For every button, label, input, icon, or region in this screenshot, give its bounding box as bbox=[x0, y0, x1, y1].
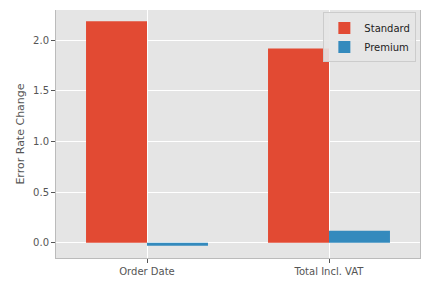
svg-text:1.5: 1.5 bbox=[33, 85, 49, 96]
svg-text:0.0: 0.0 bbox=[33, 237, 49, 248]
svg-text:Total Incl. VAT: Total Incl. VAT bbox=[294, 266, 365, 277]
svg-text:1.0: 1.0 bbox=[33, 136, 49, 147]
svg-text:Order Date: Order Date bbox=[119, 266, 175, 277]
svg-text:2.0: 2.0 bbox=[33, 35, 49, 46]
svg-text:Error Rate Change: Error Rate Change bbox=[14, 83, 27, 184]
svg-text:Premium: Premium bbox=[364, 42, 409, 53]
svg-text:0.5: 0.5 bbox=[33, 187, 49, 198]
svg-text:Standard: Standard bbox=[364, 23, 410, 34]
